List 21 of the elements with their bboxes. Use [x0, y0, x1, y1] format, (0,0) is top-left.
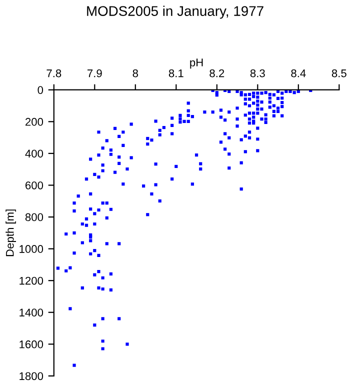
y-tick-label: 1200 — [20, 276, 44, 285]
y-axis-title: Depth [m] — [6, 210, 16, 256]
x-tick-label: 7.8 — [46, 69, 62, 78]
y-tick-label: 0 — [38, 86, 44, 94]
y-tick-label: 600 — [26, 181, 44, 190]
y-tick-label: 1400 — [20, 308, 44, 316]
y-tick-label: 1000 — [20, 245, 44, 253]
x-tick-label: 7.9 — [87, 69, 102, 78]
y-tick-label: 400 — [25, 150, 44, 158]
x-tick-label: 8.5 — [332, 69, 346, 78]
y-tick-label: 200 — [26, 118, 44, 126]
x-tick-label: 8.2 — [210, 69, 224, 78]
x-tick-label: 8 — [132, 69, 138, 78]
x-tick-label: 8.4 — [291, 69, 306, 78]
chart-title: MODS2005 in January, 1977 — [87, 6, 264, 19]
x-tick-label: 8.3 — [250, 69, 265, 78]
x-axis-title: pH — [190, 58, 203, 69]
y-tick-label: 1600 — [20, 340, 44, 348]
y-tick-label: 800 — [25, 213, 44, 222]
x-tick-label: 8.1 — [168, 69, 184, 78]
y-tick-label: 1800 — [20, 372, 44, 380]
